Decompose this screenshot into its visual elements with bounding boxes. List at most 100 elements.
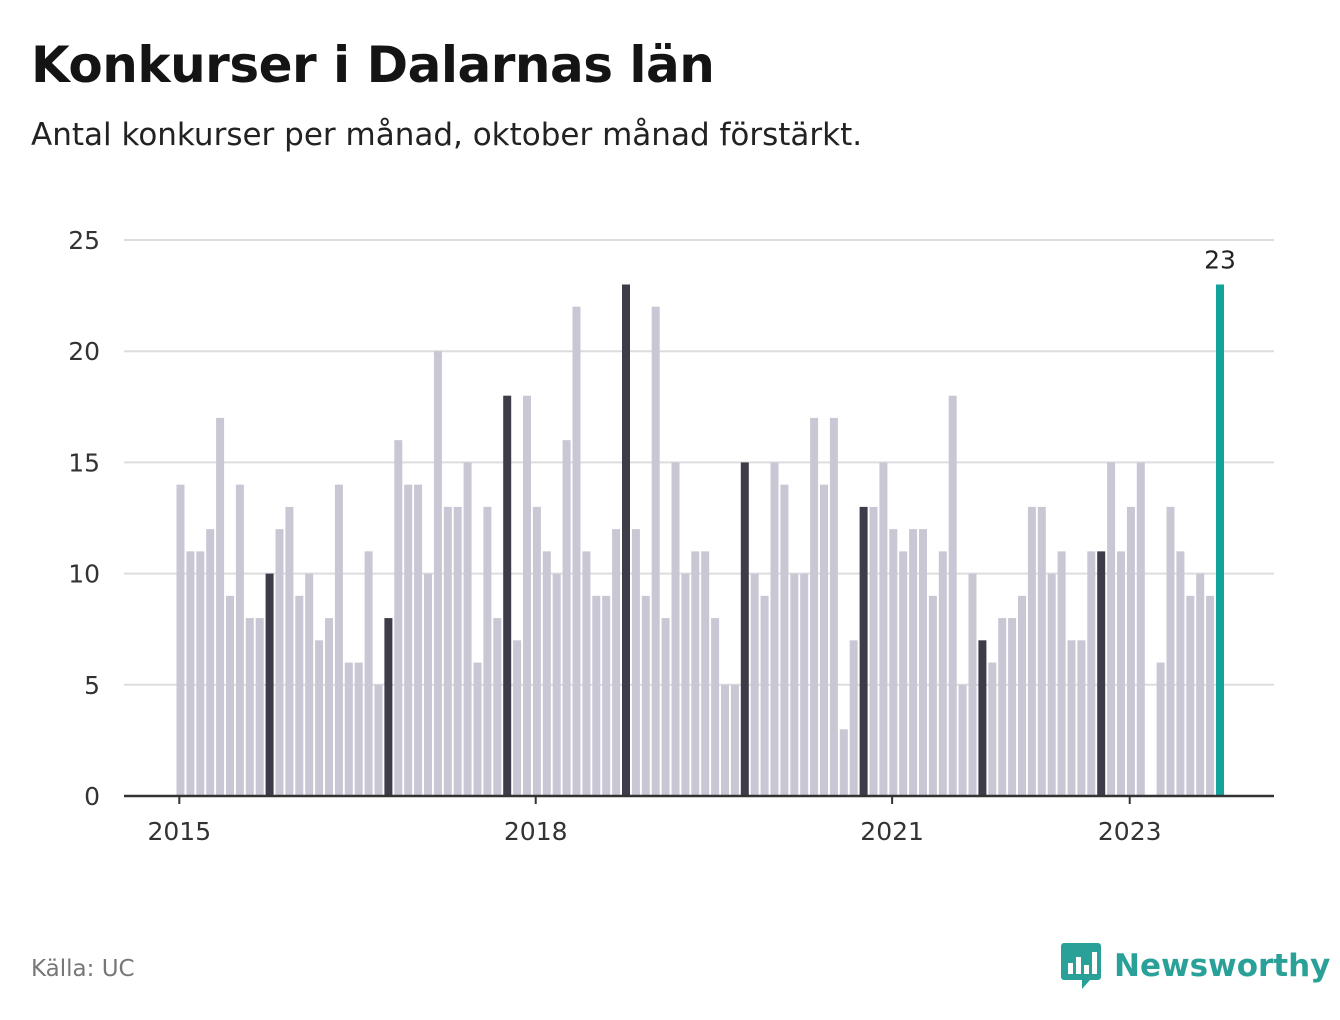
bar [968, 573, 977, 796]
bar [493, 618, 502, 796]
bar [325, 618, 333, 796]
bar [800, 573, 809, 796]
bar [503, 395, 512, 796]
bar [235, 484, 244, 796]
bar [1126, 506, 1135, 796]
bar [1216, 284, 1224, 796]
bar [1206, 595, 1215, 796]
bar [1166, 506, 1175, 796]
bar [780, 484, 789, 796]
bar [1077, 640, 1086, 796]
bar [1057, 551, 1066, 796]
bar [849, 640, 858, 796]
bar [433, 351, 442, 796]
bar [938, 551, 947, 796]
bar [443, 506, 452, 796]
bar [453, 506, 462, 796]
bar [988, 662, 997, 796]
x-axis-ticks: 2015 2018 2021 2023 [147, 796, 1162, 846]
y-axis-ticks: 0 5 10 15 20 25 [68, 226, 100, 811]
bar [285, 506, 294, 796]
bar [414, 484, 423, 796]
bar [978, 640, 987, 796]
bar [750, 573, 759, 796]
bar [711, 618, 720, 796]
bar [889, 529, 898, 796]
source-note: Källa: UC [31, 956, 135, 982]
bar [384, 618, 393, 796]
bar [681, 573, 690, 796]
bar [1107, 462, 1116, 796]
bar [1047, 573, 1056, 796]
bar [1097, 551, 1106, 796]
bar [572, 306, 581, 796]
bar [1117, 551, 1125, 796]
bar [513, 640, 522, 796]
bar [641, 595, 650, 796]
bar [622, 284, 630, 796]
bar [562, 440, 571, 796]
brand-name: Newsworthy [1114, 948, 1331, 984]
data-labels: 23 [1204, 245, 1236, 274]
bar [899, 551, 908, 796]
bar [344, 662, 353, 796]
x-tick-label: 2021 [860, 817, 924, 846]
bar [721, 684, 729, 796]
bar [245, 618, 254, 796]
newsworthy-logo-icon [1061, 943, 1101, 989]
bar [879, 462, 888, 796]
bar [315, 640, 324, 796]
bar [1087, 551, 1096, 796]
bar [958, 684, 967, 796]
bar [928, 595, 937, 796]
bar [1067, 640, 1076, 796]
chart-title: Konkurser i Dalarnas län [31, 36, 715, 94]
bar [404, 484, 413, 796]
bar [216, 417, 225, 796]
bar [354, 662, 363, 796]
bar [1156, 662, 1165, 796]
y-tick-label: 25 [68, 226, 100, 255]
bar [948, 395, 957, 796]
bar [612, 529, 621, 796]
x-tick-label: 2018 [504, 817, 568, 846]
bar [196, 551, 205, 796]
bar [523, 395, 531, 796]
bars [176, 284, 1224, 796]
bar [483, 506, 492, 796]
bar [532, 506, 541, 796]
bar [701, 551, 710, 796]
bar [265, 573, 274, 796]
bar [770, 462, 779, 796]
bar [691, 551, 700, 796]
bar-chart: 0 5 10 15 20 25 2015 2018 2021 2023 23 [68, 226, 1274, 846]
y-tick-label: 15 [68, 448, 100, 477]
x-tick-label: 2015 [147, 817, 211, 846]
last-value-label: 23 [1204, 245, 1236, 274]
bar [671, 462, 680, 796]
bar [463, 462, 472, 796]
chart-subtitle: Antal konkurser per månad, oktober månad… [31, 117, 863, 153]
y-tick-label: 10 [68, 560, 100, 589]
bar [810, 417, 819, 796]
bar [582, 551, 591, 796]
bar [1196, 573, 1205, 796]
bar [1136, 462, 1145, 796]
bar [334, 484, 343, 796]
bar [542, 551, 551, 796]
y-tick-label: 20 [68, 337, 100, 366]
bar [1027, 506, 1036, 796]
bar [651, 306, 660, 796]
bar [631, 529, 640, 796]
bar [1037, 506, 1046, 796]
bar [760, 595, 769, 796]
bar [919, 529, 927, 796]
bar [552, 573, 561, 796]
bar [1176, 551, 1185, 796]
bar [869, 506, 878, 796]
bar [909, 529, 918, 796]
bar [820, 484, 828, 796]
y-tick-label: 0 [84, 782, 100, 811]
bar [790, 573, 799, 796]
bar [364, 551, 373, 796]
